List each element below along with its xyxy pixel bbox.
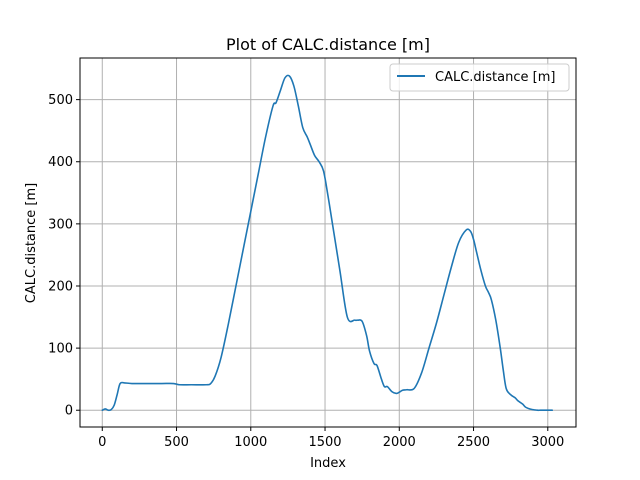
legend: CALC.distance [m] xyxy=(389,63,570,92)
x-axis-label: Index xyxy=(310,456,346,471)
chart-title: Plot of CALC.distance [m] xyxy=(226,35,430,54)
y-tick-label: 200 xyxy=(48,279,73,294)
y-tick-label: 500 xyxy=(48,93,73,108)
ticks: 0 500 1000 1500 2000 2500 3000 0 100 200 300 400 500 xyxy=(48,93,564,450)
y-tick-label: 400 xyxy=(48,155,73,170)
grid xyxy=(80,58,576,427)
x-tick-label: 1000 xyxy=(234,435,267,450)
series-layer xyxy=(101,74,554,412)
y-tick-label: 100 xyxy=(48,342,73,357)
x-tick-label: 1500 xyxy=(308,435,341,450)
x-tick-label: 3000 xyxy=(531,435,564,450)
plot-frame xyxy=(79,57,577,428)
x-tick-label: 500 xyxy=(164,435,189,450)
x-tick-label: 2500 xyxy=(457,435,490,450)
y-tick-label: 0 xyxy=(65,404,73,419)
y-axis-label: CALC.distance [m] xyxy=(24,183,39,303)
legend-box xyxy=(389,63,570,92)
x-tick-label: 2000 xyxy=(383,435,416,450)
legend-label: CALC.distance [m] xyxy=(435,70,555,85)
series-line xyxy=(101,74,554,412)
x-tick-label: 0 xyxy=(98,435,106,450)
y-tick-label: 300 xyxy=(48,217,73,232)
